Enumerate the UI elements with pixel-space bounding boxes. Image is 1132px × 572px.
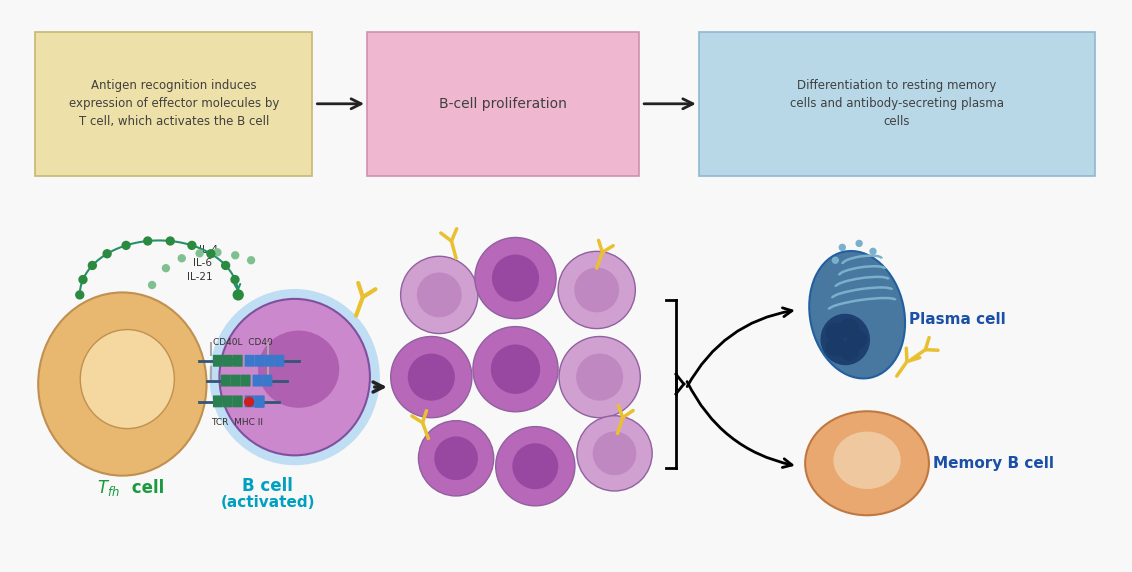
Ellipse shape [825,323,846,343]
Ellipse shape [408,353,455,400]
Text: B cell: B cell [242,477,293,495]
FancyBboxPatch shape [255,355,265,367]
Ellipse shape [559,336,641,418]
Ellipse shape [38,292,206,476]
Ellipse shape [576,353,624,400]
FancyBboxPatch shape [221,375,231,387]
FancyBboxPatch shape [245,395,255,407]
FancyBboxPatch shape [213,355,223,367]
Ellipse shape [496,427,575,506]
Circle shape [231,276,239,284]
Text: CD40L  CD40: CD40L CD40 [214,339,273,347]
Circle shape [79,276,87,284]
Text: TCR  MHC II: TCR MHC II [212,418,264,427]
Circle shape [248,257,255,264]
Text: IL-4: IL-4 [198,245,217,255]
Ellipse shape [220,299,370,455]
Ellipse shape [847,329,867,349]
Circle shape [88,261,96,269]
Text: Antigen recognition induces
expression of effector molecules by
T cell, which ac: Antigen recognition induces expression o… [69,80,278,128]
Ellipse shape [419,420,494,496]
Ellipse shape [435,436,478,480]
Circle shape [103,250,111,258]
Circle shape [245,398,254,406]
FancyBboxPatch shape [231,375,241,387]
FancyBboxPatch shape [223,355,233,367]
Text: (activated): (activated) [221,495,315,510]
FancyBboxPatch shape [252,375,263,387]
Circle shape [179,255,186,262]
FancyBboxPatch shape [233,355,242,367]
Ellipse shape [821,313,871,365]
Circle shape [839,244,846,251]
FancyBboxPatch shape [265,355,274,367]
Ellipse shape [475,237,556,319]
Ellipse shape [805,411,929,515]
Ellipse shape [593,431,636,475]
FancyBboxPatch shape [263,375,273,387]
FancyBboxPatch shape [245,355,255,367]
Circle shape [233,290,243,300]
FancyBboxPatch shape [241,375,250,387]
FancyBboxPatch shape [223,395,233,407]
Ellipse shape [209,289,380,465]
Circle shape [144,237,152,245]
FancyBboxPatch shape [213,395,223,407]
FancyBboxPatch shape [35,33,312,176]
Ellipse shape [574,268,619,312]
Ellipse shape [809,251,906,379]
FancyBboxPatch shape [367,33,640,176]
Circle shape [196,250,203,257]
Ellipse shape [825,336,846,356]
Ellipse shape [80,329,174,428]
Circle shape [76,291,84,299]
Circle shape [122,241,130,249]
Ellipse shape [473,327,558,412]
Text: cell: cell [127,479,164,497]
Text: Plasma cell: Plasma cell [909,312,1005,327]
Ellipse shape [839,341,859,361]
Circle shape [163,265,170,272]
Ellipse shape [833,431,901,489]
FancyBboxPatch shape [255,396,265,408]
Ellipse shape [401,256,478,333]
Ellipse shape [577,416,652,491]
Circle shape [856,240,863,247]
Text: Differentiation to resting memory
cells and antibody-secreting plasma
cells: Differentiation to resting memory cells … [790,80,1004,128]
FancyBboxPatch shape [255,395,265,407]
Circle shape [188,241,196,249]
Ellipse shape [391,336,472,418]
Circle shape [207,250,215,258]
Text: IL-21: IL-21 [187,272,213,282]
Text: B-cell proliferation: B-cell proliferation [439,97,566,111]
Ellipse shape [491,344,540,394]
Ellipse shape [839,318,859,338]
Circle shape [232,252,239,259]
Circle shape [832,257,839,263]
Ellipse shape [492,255,539,301]
Circle shape [222,261,230,269]
Text: Memory B cell: Memory B cell [934,456,1054,471]
FancyBboxPatch shape [274,355,284,367]
Text: $T_{fh}$: $T_{fh}$ [96,478,120,498]
Ellipse shape [258,331,340,408]
FancyBboxPatch shape [233,395,242,407]
Text: CD4: CD4 [222,358,240,367]
FancyBboxPatch shape [698,33,1095,176]
Circle shape [148,281,155,288]
Circle shape [214,249,221,256]
Ellipse shape [558,251,635,328]
Ellipse shape [417,272,462,317]
Circle shape [166,237,174,245]
Circle shape [234,291,242,299]
Circle shape [871,248,876,255]
Ellipse shape [513,443,558,489]
Text: IL-6: IL-6 [192,258,212,268]
